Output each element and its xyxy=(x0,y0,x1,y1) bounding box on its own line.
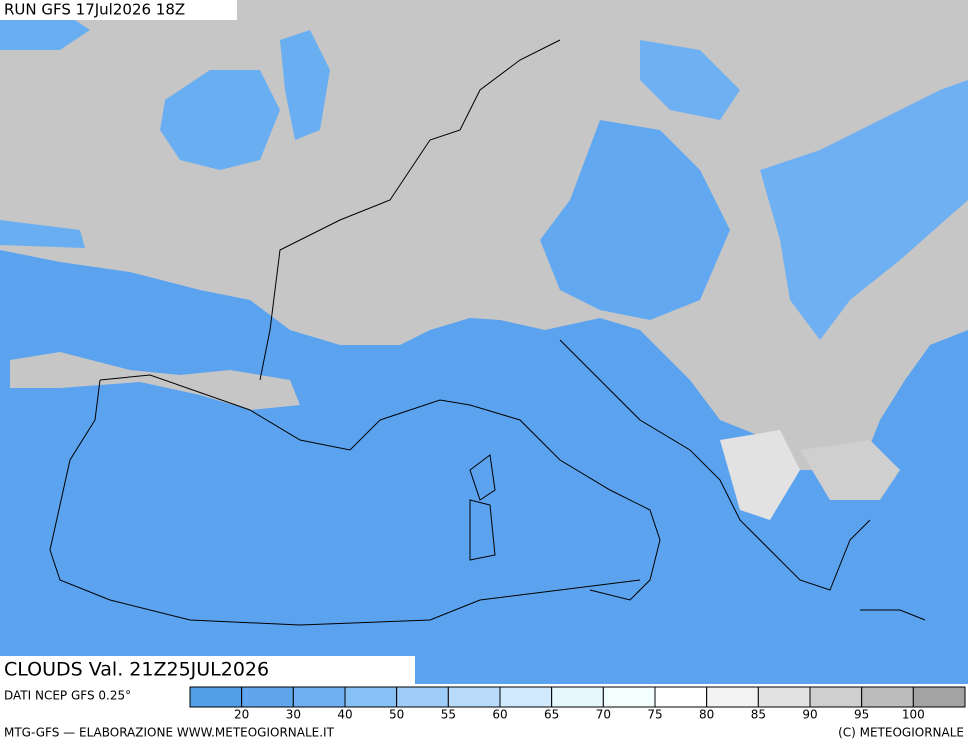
legend-swatch xyxy=(706,686,759,708)
legend-swatch xyxy=(861,686,914,708)
footer-right: (C) METEOGIORNALE xyxy=(838,726,964,740)
legend-swatch xyxy=(912,686,966,708)
coastline xyxy=(99,374,661,601)
legend-label: 20 xyxy=(234,708,249,722)
cloud-gap xyxy=(540,120,730,320)
legend-label: 55 xyxy=(441,708,456,722)
legend-swatch xyxy=(396,686,449,708)
legend-swatch xyxy=(344,686,398,708)
legend-swatch xyxy=(602,686,656,708)
borders xyxy=(259,39,561,381)
legend-label: 100 xyxy=(902,708,925,722)
legend-label: 70 xyxy=(596,708,611,722)
legend-swatch xyxy=(189,686,243,708)
legend-label: 30 xyxy=(286,708,301,722)
coastlines xyxy=(49,39,926,626)
legend-label: 95 xyxy=(854,708,869,722)
legend-label: 75 xyxy=(647,708,662,722)
legend-swatch xyxy=(292,686,346,708)
cloud-gap xyxy=(0,220,85,248)
title-box xyxy=(0,656,415,684)
cloud-gap xyxy=(280,30,330,140)
legend: 20 30 40 50 55 60 65 70 75 80 85 90 95 100 xyxy=(189,686,966,722)
source-label: DATI NCEP GFS 0.25° xyxy=(4,689,131,703)
legend-label: 80 xyxy=(699,708,714,722)
coastline xyxy=(559,339,871,591)
legend-swatch xyxy=(809,686,863,708)
legend-swatch xyxy=(447,686,501,708)
coastline xyxy=(559,579,926,621)
cloud-patch xyxy=(720,430,800,520)
legend-label: 60 xyxy=(492,708,507,722)
cloud-gap xyxy=(640,40,740,120)
footer-left: MTG-GFS — ELABORAZIONE WWW.METEOGIORNALE… xyxy=(4,726,335,740)
legend-label: 50 xyxy=(389,708,404,722)
cloud-gap xyxy=(160,70,280,170)
legend-swatch xyxy=(241,686,294,708)
cloud-gap xyxy=(760,80,968,340)
run-label: RUN GFS 17Jul2026 18Z xyxy=(4,1,185,19)
legend-swatch xyxy=(499,686,553,708)
legend-label: 65 xyxy=(544,708,559,722)
cloud-patch xyxy=(800,440,900,500)
cloud-band xyxy=(10,352,300,410)
coastline xyxy=(49,379,561,626)
legend-swatch xyxy=(654,686,708,708)
map xyxy=(0,0,968,684)
header-box xyxy=(0,0,237,20)
islands xyxy=(469,454,496,561)
legend-swatch xyxy=(757,686,811,708)
legend-label: 40 xyxy=(337,708,352,722)
map-title: CLOUDS Val. 21Z25JUL2026 xyxy=(4,659,269,681)
legend-label: 85 xyxy=(751,708,766,722)
legend-label: 90 xyxy=(802,708,817,722)
legend-swatch xyxy=(551,686,604,708)
